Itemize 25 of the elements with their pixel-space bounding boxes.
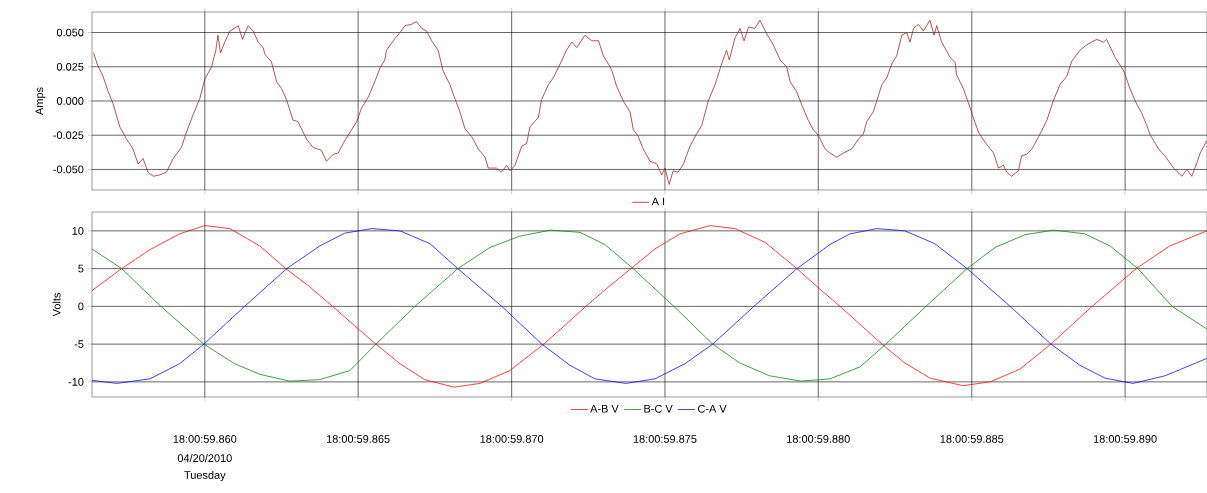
legend-label: C-A V	[697, 404, 727, 413]
legend-label: A I	[651, 197, 665, 206]
y-tick-label: 0	[78, 302, 84, 311]
x-tick-label: 18:00:59.890	[1093, 435, 1157, 443]
x-tick-label: 18:00:59.865	[326, 435, 390, 443]
y-tick-label: -10	[68, 378, 84, 386]
y-tick-label: -0.025	[53, 131, 84, 140]
y-tick-label: -5	[74, 340, 84, 348]
y-axis-title: Amps	[35, 87, 46, 115]
text: 04/20/2010	[177, 453, 232, 463]
y-tick-label: 0.000	[56, 97, 84, 105]
y-tick-label: 0.050	[56, 28, 84, 37]
y-axis-title: Volts	[52, 293, 61, 317]
x-tick-label: 18:00:59.860	[173, 435, 237, 443]
x-tick-label: 18:00:59.880	[787, 435, 850, 443]
text: Tuesday	[184, 470, 226, 482]
y-tick-label: 0.025	[56, 62, 84, 71]
legend-label: A-B V	[590, 404, 619, 413]
x-tick-label: 18:00:59.885	[940, 435, 1004, 443]
x-tick-label: 18:00:59.875	[633, 435, 697, 443]
y-tick-label: 5	[78, 264, 84, 273]
y-tick-label: 10	[72, 226, 84, 235]
y-tick-label: -0.050	[53, 165, 84, 174]
x-tick-label: 18:00:59.870	[480, 435, 544, 443]
legend-label: B-C V	[644, 404, 673, 413]
